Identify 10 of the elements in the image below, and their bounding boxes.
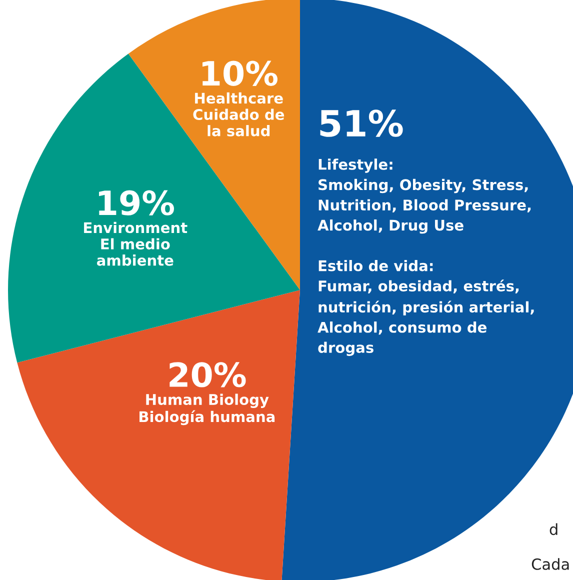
data-label: 19%: [99, 190, 174, 216]
slice-label: Healthcare Cuidado de la salud: [193, 92, 284, 136]
data-label: 51%: [320, 110, 403, 137]
text: d: [550, 523, 558, 536]
slice-label: Environment El medio ambiente: [84, 222, 188, 266]
slice-label: Human Biology Biología humana: [140, 394, 275, 426]
data-label: 20%: [170, 362, 246, 388]
text: Cada: [532, 558, 569, 570]
category-label: Lifestyle: Smoking, Obesity, Stress, Nutrition, Blood Pressure, Alcohol, Drug Use Estilo de vida: Fumar, obesidad, estrés, nutrición, presión arterial, Alcohol, consumo de drogas: [318, 158, 534, 356]
data-label: 10%: [202, 60, 278, 86]
